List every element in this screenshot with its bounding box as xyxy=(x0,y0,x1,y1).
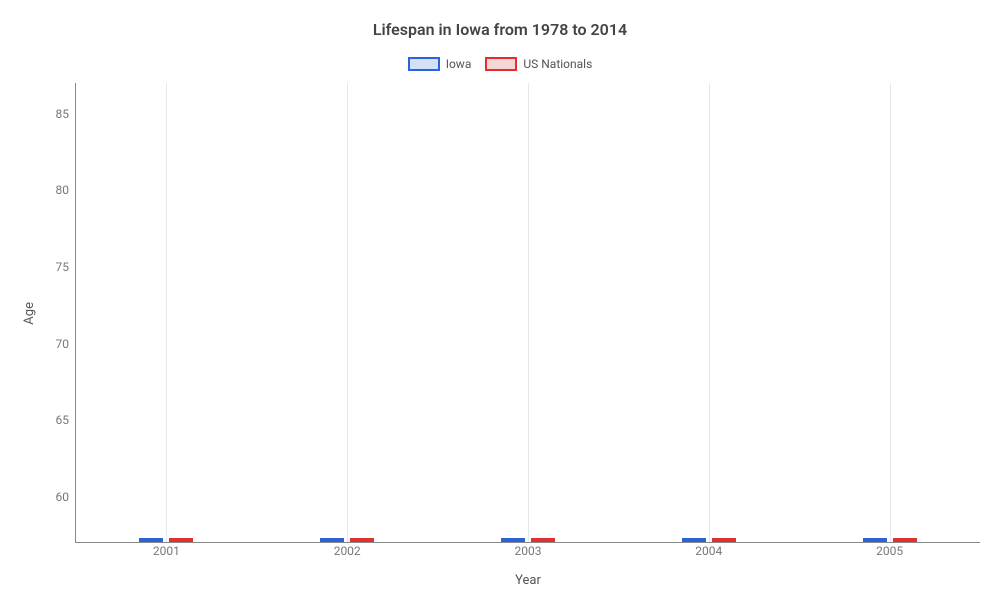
legend-label-us: US Nationals xyxy=(523,57,592,71)
legend-item-us: US Nationals xyxy=(485,57,592,71)
y-tick-label: 70 xyxy=(56,337,70,351)
bar xyxy=(893,538,917,542)
bar xyxy=(169,538,193,542)
x-axis-title: Year xyxy=(76,573,980,588)
gridline xyxy=(528,83,529,542)
bar-group xyxy=(863,538,917,542)
gridline xyxy=(890,83,891,542)
legend: Iowa US Nationals xyxy=(20,57,980,71)
x-axis-ticks: 2001 2002 2003 2004 2005 xyxy=(76,544,980,564)
legend-item-iowa: Iowa xyxy=(408,57,472,71)
y-tick-label: 60 xyxy=(56,490,70,504)
y-tick-label: 80 xyxy=(56,183,70,197)
bar xyxy=(320,538,344,542)
bar xyxy=(682,538,706,542)
bar xyxy=(863,538,887,542)
bar xyxy=(712,538,736,542)
y-tick-label: 85 xyxy=(56,107,70,121)
y-tick-label: 75 xyxy=(56,260,70,274)
x-tick-label: 2002 xyxy=(334,544,361,558)
bar-group xyxy=(139,538,193,542)
plot-container: Age 60 65 70 75 80 85 20012002200320042005 Ye… xyxy=(20,83,980,543)
bar xyxy=(531,538,555,542)
gridline xyxy=(709,83,710,542)
bar xyxy=(139,538,163,542)
bar-group xyxy=(320,538,374,542)
y-tick-label: 65 xyxy=(56,413,70,427)
bar-group xyxy=(682,538,736,542)
chart-title: Lifespan in Iowa from 1978 to 2014 xyxy=(20,20,980,39)
gridline xyxy=(347,83,348,542)
x-tick-label: 2003 xyxy=(515,544,542,558)
bar xyxy=(501,538,525,542)
legend-swatch-iowa xyxy=(408,57,440,71)
gridline xyxy=(166,83,167,542)
plot-area: 20012002200320042005 Year xyxy=(75,83,980,543)
legend-label-iowa: Iowa xyxy=(446,57,472,71)
x-tick-label: 2005 xyxy=(876,544,903,558)
y-axis-ticks: 60 65 70 75 80 85 xyxy=(39,83,75,543)
legend-swatch-us xyxy=(485,57,517,71)
bar-group xyxy=(501,538,555,542)
chart-container: Lifespan in Iowa from 1978 to 2014 Iowa … xyxy=(0,0,1000,600)
bar xyxy=(350,538,374,542)
x-tick-label: 2001 xyxy=(153,544,180,558)
x-tick-label: 2004 xyxy=(695,544,722,558)
y-axis-title: Age xyxy=(20,302,39,325)
